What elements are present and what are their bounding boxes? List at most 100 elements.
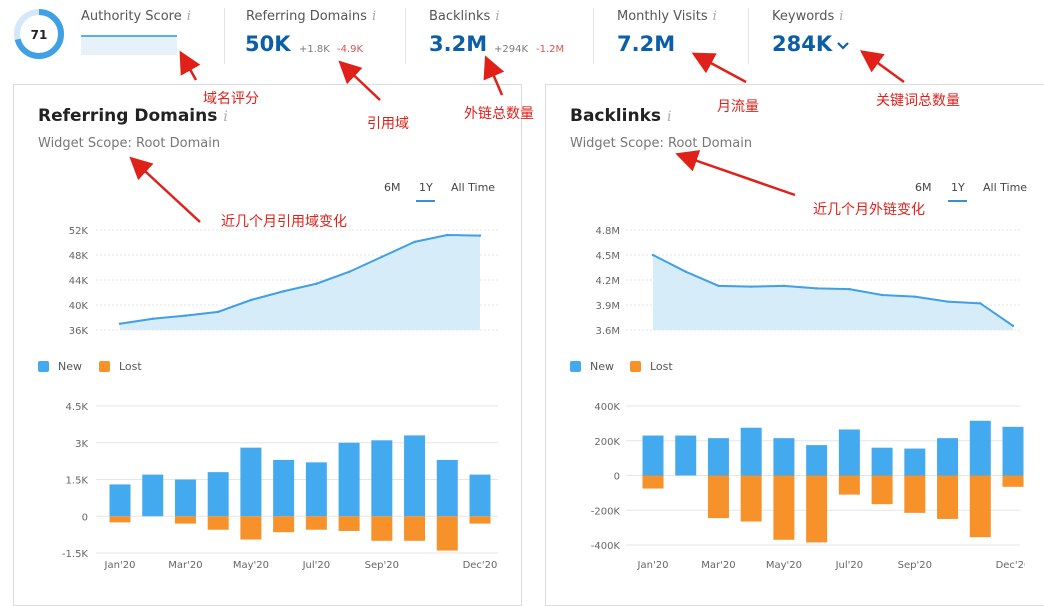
- y-tick-label: 48K: [69, 251, 89, 262]
- keywords-label-text: Keywords: [772, 9, 835, 24]
- data-point: [151, 317, 154, 320]
- bar-new: [904, 448, 926, 476]
- bar-lost: [436, 516, 458, 551]
- legend-lost-swatch[interactable]: [99, 361, 110, 372]
- panel-title-text: Referring Domains: [38, 106, 218, 126]
- bar-lost: [773, 475, 795, 540]
- bar-lost: [109, 516, 131, 523]
- info-icon[interactable]: i: [712, 9, 717, 24]
- backlinks-lost: -1.2M: [536, 44, 565, 55]
- active-range-indicator: [948, 200, 967, 202]
- info-icon[interactable]: i: [495, 9, 500, 24]
- bar-new: [305, 462, 327, 517]
- x-tick-label: May'20: [766, 560, 802, 571]
- y-tick-label: -400K: [591, 541, 621, 552]
- data-point: [184, 314, 187, 317]
- annotation-bl-trend: 近几个月外链变化: [813, 202, 925, 218]
- y-tick-label: 36K: [69, 326, 89, 337]
- annotation-arrow: [179, 50, 201, 81]
- referring-domains-value[interactable]: 50K: [245, 32, 291, 56]
- data-point: [118, 322, 122, 325]
- range-1y-tab[interactable]: 1Y: [951, 181, 965, 194]
- bar-lost: [207, 516, 229, 530]
- bar-lost: [371, 516, 393, 541]
- legend-lost-label: Lost: [119, 360, 142, 373]
- trend-line: [652, 254, 1014, 327]
- data-point: [717, 284, 720, 288]
- bar-lost: [642, 475, 664, 489]
- keywords-label: Keywords i: [772, 9, 843, 24]
- y-tick-label: 4.2M: [595, 276, 620, 287]
- y-tick-label: 3K: [75, 439, 88, 450]
- annotation-backlinks: 外链总数量: [464, 106, 534, 122]
- bar-lost: [305, 516, 327, 530]
- range-1y-tab[interactable]: 1Y: [419, 181, 433, 194]
- annotation-rd-trend: 近几个月引用域变化: [221, 214, 347, 230]
- y-tick-label: 40K: [69, 301, 89, 312]
- x-tick-label: Jul'20: [302, 560, 331, 571]
- y-tick-label: 4.5M: [595, 251, 620, 262]
- backlinks-panel-title: Backlinks i: [570, 106, 671, 126]
- x-tick-label: Sep'20: [365, 560, 399, 571]
- bar-new: [806, 445, 828, 476]
- bar-new: [969, 420, 991, 476]
- bar-new: [469, 474, 491, 517]
- bar-new: [338, 442, 360, 517]
- backlinks-label: Backlinks i: [429, 9, 500, 24]
- y-tick-label: 200K: [594, 437, 620, 448]
- range-all-time-tab[interactable]: All Time: [983, 181, 1028, 194]
- chevron-down-icon[interactable]: [836, 40, 850, 52]
- bar-lost: [707, 475, 729, 519]
- y-tick-label: -1.5K: [62, 549, 89, 560]
- range-6m-tab[interactable]: 6M: [384, 181, 401, 194]
- range-6m-tab[interactable]: 6M: [915, 181, 932, 194]
- legend-new-swatch[interactable]: [570, 361, 581, 372]
- legend-lost-swatch[interactable]: [630, 361, 641, 372]
- legend-new-swatch[interactable]: [38, 361, 49, 372]
- bar-lost: [240, 516, 262, 540]
- info-icon[interactable]: i: [223, 109, 228, 125]
- y-tick-label: 0: [82, 512, 88, 523]
- backlinks-value[interactable]: 3.2M: [429, 32, 488, 56]
- data-point: [946, 300, 949, 303]
- monthly-visits-value[interactable]: 7.2M: [617, 32, 676, 56]
- active-range-indicator: [416, 200, 435, 202]
- data-point: [249, 298, 253, 302]
- bar-lost: [937, 475, 959, 519]
- annotation-monthly-visits: 月流量: [717, 99, 759, 115]
- bar-new: [273, 459, 295, 517]
- info-icon[interactable]: i: [371, 9, 377, 24]
- bar-new: [142, 474, 164, 517]
- info-icon[interactable]: i: [186, 9, 191, 24]
- info-icon[interactable]: i: [667, 109, 672, 125]
- y-tick-label: 3.6M: [595, 326, 620, 337]
- authority-score-label-text: Authority Score: [81, 9, 182, 24]
- data-point: [1011, 324, 1015, 328]
- bar-lost: [969, 475, 991, 538]
- referring-domains-lost: -4.9K: [337, 44, 364, 55]
- info-icon[interactable]: i: [839, 9, 844, 24]
- x-tick-label: Jan'20: [104, 560, 136, 571]
- data-point: [380, 255, 384, 259]
- keywords-value[interactable]: 284K: [772, 32, 833, 56]
- x-tick-label: Jul'20: [835, 560, 864, 571]
- bar-lost: [740, 475, 762, 522]
- data-point: [446, 233, 449, 237]
- data-point: [848, 287, 851, 291]
- bar-lost: [338, 516, 360, 531]
- data-point: [216, 310, 220, 314]
- y-tick-label: 52K: [69, 226, 89, 237]
- bar-new: [207, 472, 229, 517]
- backlinks-new-lost-chart: 400K 200K 0 -200K -400K Jan'20 Mar'20 May'20 Jul…: [591, 402, 1025, 571]
- bar-new: [773, 438, 795, 476]
- authority-score-ring: 71: [14, 9, 64, 59]
- referring-domains-new-lost-chart: 4.5K 3K 1.5K 0 -1.5K Jan'20 Mar'20 May'20 Jul'20…: [62, 402, 498, 571]
- y-tick-label: 44K: [69, 276, 89, 287]
- x-tick-label: Sep'20: [898, 560, 932, 571]
- trend-line: [119, 233, 481, 325]
- y-tick-label: 4.8M: [595, 226, 620, 237]
- y-tick-label: 4.5K: [66, 402, 89, 413]
- divider: [405, 8, 406, 64]
- range-all-time-tab[interactable]: All Time: [451, 181, 496, 194]
- bar-new: [240, 447, 262, 517]
